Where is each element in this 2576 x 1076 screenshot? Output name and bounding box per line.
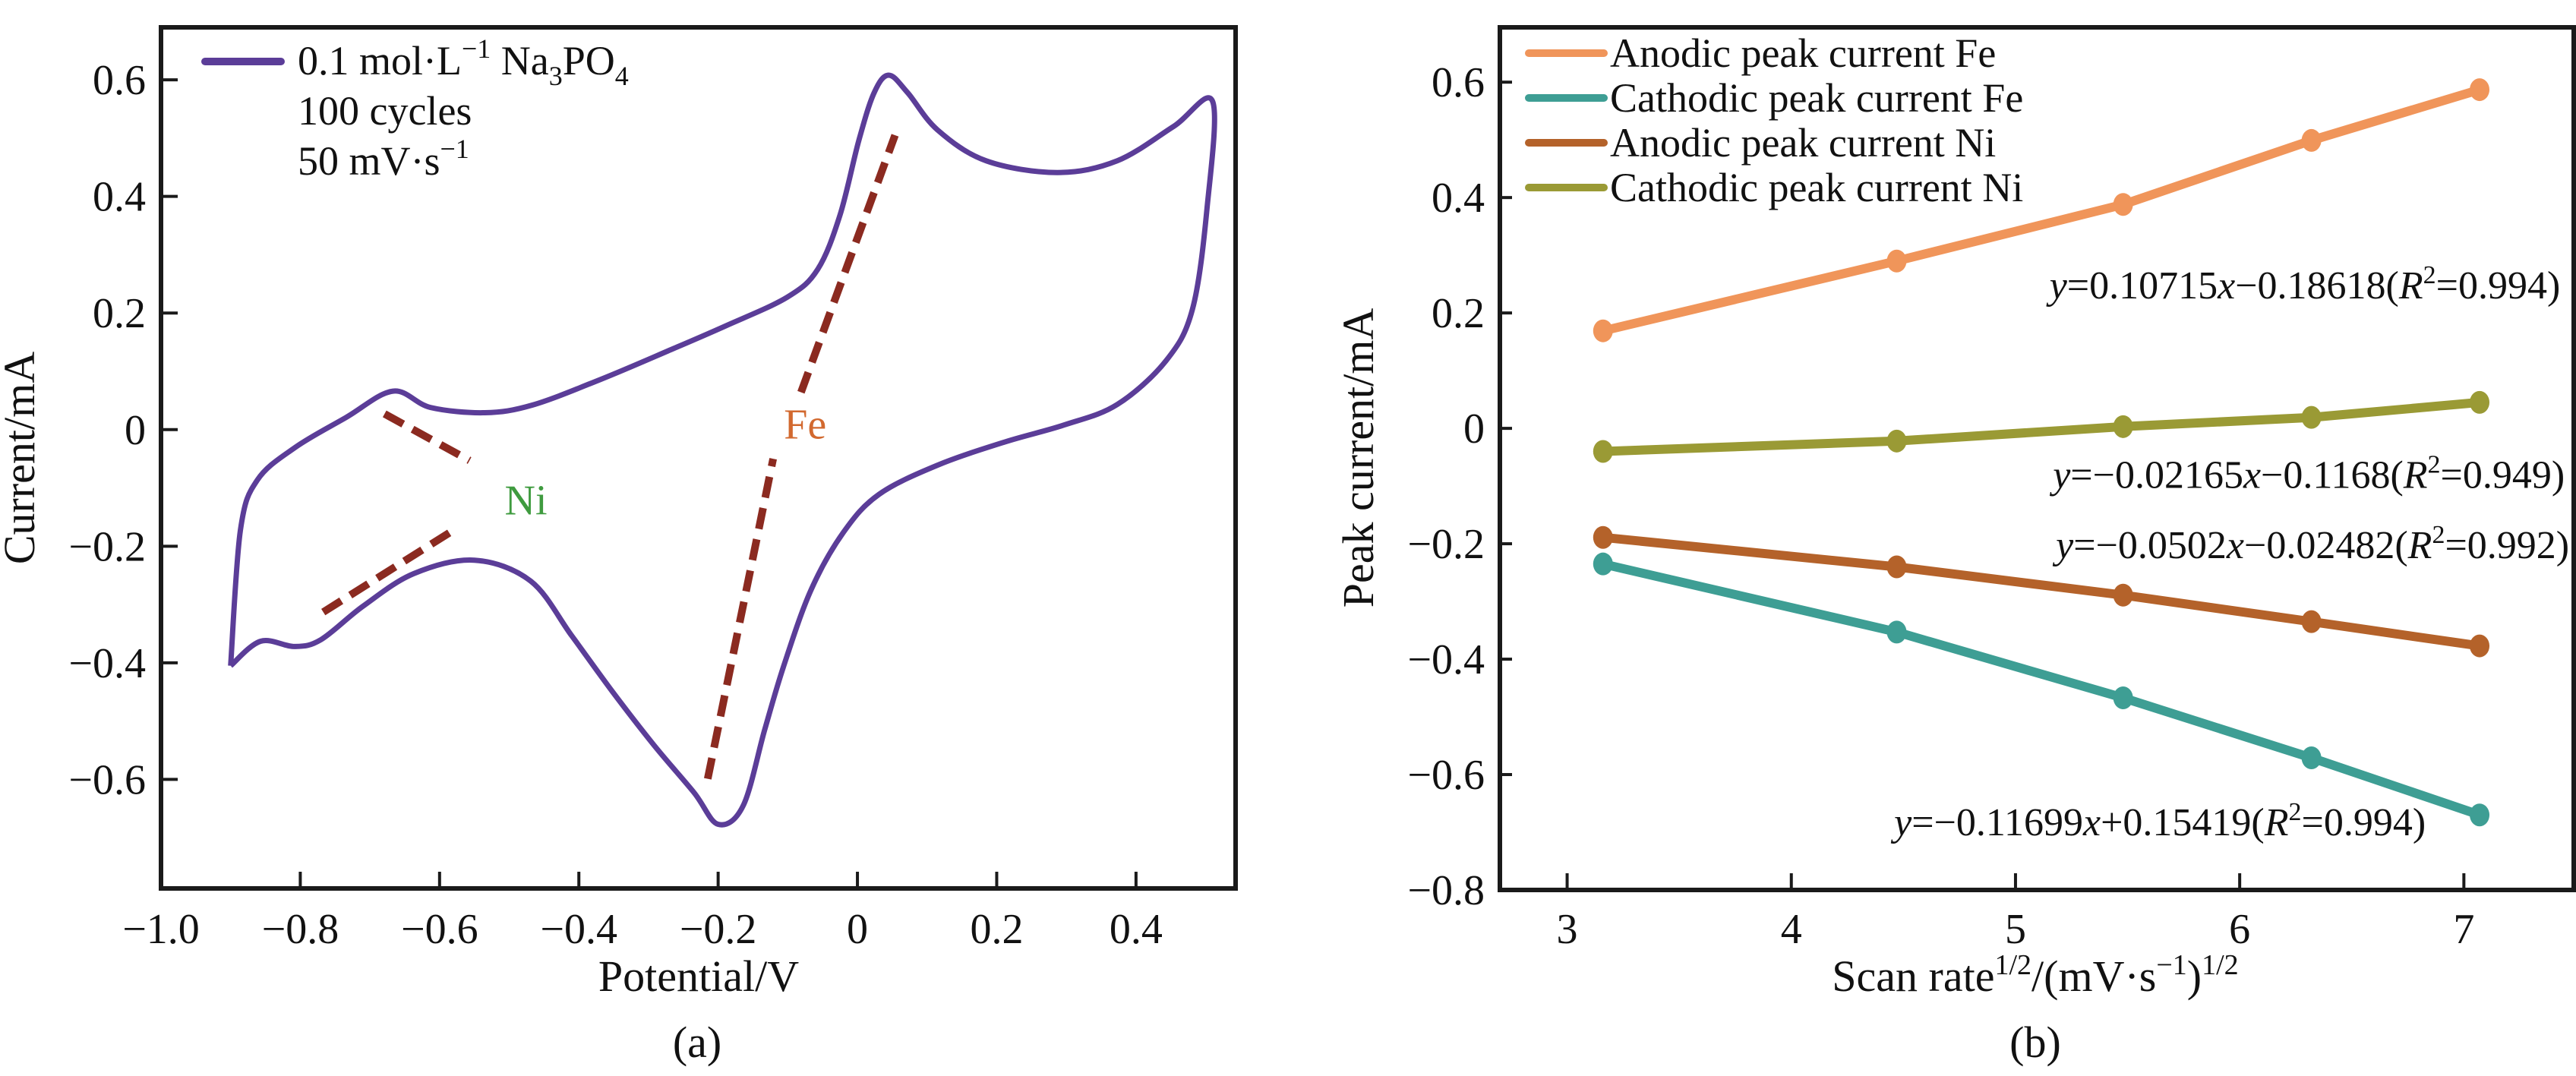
- fe-guide-upper: [797, 134, 899, 394]
- panel-b-y-axis-label: Peak current/mA: [1334, 308, 1383, 608]
- legend-text-cycles: 100 cycles: [298, 88, 472, 134]
- y-tick-label: −0.2: [1407, 521, 1485, 568]
- data-point: [2470, 803, 2490, 827]
- annotation-ni: Ni: [505, 477, 548, 524]
- x-tick-label: −0.2: [680, 906, 757, 953]
- series-cathodic-peak-current-fe: [1593, 552, 2490, 827]
- panel-a-x-ticks: −1.0 −0.8 −0.6 −0.4 −0.2 0 0.2 0.4: [122, 872, 1163, 953]
- x-tick-label: 5: [2005, 906, 2026, 953]
- legend-text-electrolyte: 0.1 mol·L−1 Na3PO4: [298, 33, 629, 91]
- y-tick-label: −0.2: [68, 523, 146, 570]
- panel-a-legend: 0.1 mol·L−1 Na3PO4 100 cycles 50 mV·s−1: [201, 33, 629, 184]
- y-tick-label: 0.2: [93, 290, 146, 337]
- x-tick-label: 0.2: [970, 906, 1023, 953]
- data-point: [1886, 429, 1907, 453]
- y-tick-label: 0.2: [1432, 290, 1485, 337]
- x-tick-label: 7: [2453, 906, 2474, 953]
- panel-a-frame: [159, 25, 1238, 891]
- data-point: [1593, 440, 1613, 463]
- data-point: [2301, 405, 2322, 429]
- y-tick-label: 0.6: [1432, 59, 1485, 106]
- legend-label: Cathodic peak current Ni: [1610, 165, 2023, 210]
- x-tick-label: 3: [1557, 906, 1578, 953]
- panel-b-x-axis-label: Scan rate1/2/(mV·s−1)1/2: [1832, 949, 2238, 1001]
- panel-b-label: (b): [2009, 1018, 2061, 1067]
- panel-b-plot-area: [1593, 78, 2490, 827]
- data-point: [2301, 128, 2322, 152]
- y-tick-label: −0.4: [68, 640, 146, 687]
- fit-equation: y=0.10715x−0.18618(R2=0.994): [2046, 261, 2561, 308]
- y-tick-label: 0: [125, 407, 146, 454]
- x-tick-label: −1.0: [122, 906, 200, 953]
- panel-a-y-axis-label: Current/mA: [0, 352, 44, 564]
- data-point: [2113, 583, 2133, 607]
- series-line: [1598, 559, 2484, 820]
- cv-curve: [228, 72, 1217, 828]
- x-tick-label: 4: [1781, 906, 1802, 953]
- y-tick-label: 0.6: [93, 57, 146, 104]
- panel-b-frame: [1498, 25, 2576, 892]
- y-tick-label: −0.4: [1407, 636, 1485, 683]
- data-point: [2113, 415, 2133, 438]
- legend-label: Cathodic peak current Fe: [1610, 75, 2023, 121]
- legend-label: Anodic peak current Fe: [1610, 30, 1996, 76]
- panel-a-x-axis-label: Potential/V: [598, 951, 799, 1001]
- x-tick-label: 0.4: [1110, 906, 1163, 953]
- y-tick-label: 0.4: [1432, 175, 1485, 222]
- ni-cathodic-guide: [321, 524, 460, 616]
- data-point: [2301, 610, 2322, 633]
- panel-a-label: (a): [673, 1018, 721, 1067]
- data-point: [1593, 552, 1613, 576]
- panel-b-y-ticks: −0.8 −0.6 −0.4 −0.2 0 0.2 0.4 0.6: [1407, 59, 1512, 914]
- data-point: [2113, 686, 2133, 709]
- panel-a-plot-area: Ni Fe: [228, 72, 1217, 828]
- data-point: [1593, 319, 1613, 342]
- x-tick-label: 0: [847, 906, 868, 953]
- legend-text-scan-rate: 50 mV·s−1: [298, 134, 469, 184]
- data-point: [2113, 193, 2133, 216]
- fit-equation: y=−0.02165x−0.1168(R2=0.949): [2049, 450, 2565, 497]
- data-point: [2470, 390, 2490, 414]
- series-anodic-peak-current-fe: [1593, 78, 2490, 342]
- data-point: [1886, 555, 1907, 579]
- x-tick-label: −0.6: [401, 906, 478, 953]
- panel-b-peak-current-plot: 3 4 5 6 7 −0.8 −0.6 −0.4 −0.2 0 0.2 0.4 0.6 Scan ra…: [1334, 25, 2576, 1067]
- series-anodic-peak-current-ni: [1593, 525, 2490, 658]
- data-point: [1593, 525, 1613, 549]
- series-line: [1598, 397, 2484, 456]
- x-tick-label: −0.8: [262, 906, 339, 953]
- y-tick-label: −0.6: [1407, 752, 1485, 799]
- fe-guide-lower: [703, 458, 777, 780]
- ni-anodic-guide: [382, 410, 472, 464]
- x-tick-label: −0.4: [540, 906, 617, 953]
- fit-equation: y=−0.11699x+0.15419(R2=0.994): [1890, 798, 2426, 844]
- y-tick-label: 0.4: [93, 174, 146, 221]
- x-tick-label: 6: [2229, 906, 2250, 953]
- data-point: [1886, 249, 1907, 273]
- data-point: [2470, 634, 2490, 658]
- annotation-fe: Fe: [784, 402, 826, 449]
- y-tick-label: −0.8: [1407, 867, 1485, 914]
- panel-b-fit-equations: y=0.10715x−0.18618(R2=0.994) y=−0.11699x+…: [1890, 261, 2569, 844]
- y-tick-label: 0: [1463, 405, 1485, 453]
- data-point: [2301, 746, 2322, 769]
- panel-b-x-ticks: 3 4 5 6 7: [1557, 873, 2474, 953]
- legend-label: Anodic peak current Ni: [1610, 120, 1996, 166]
- panel-a-y-ticks: −0.6 −0.4 −0.2 0 0.2 0.4 0.6: [68, 57, 178, 803]
- fit-equation: y=−0.0502x−0.02482(R2=0.992): [2052, 521, 2569, 567]
- y-tick-label: −0.6: [68, 756, 146, 803]
- data-point: [1886, 620, 1907, 644]
- series-cathodic-peak-current-ni: [1593, 390, 2490, 463]
- data-point: [2470, 78, 2490, 102]
